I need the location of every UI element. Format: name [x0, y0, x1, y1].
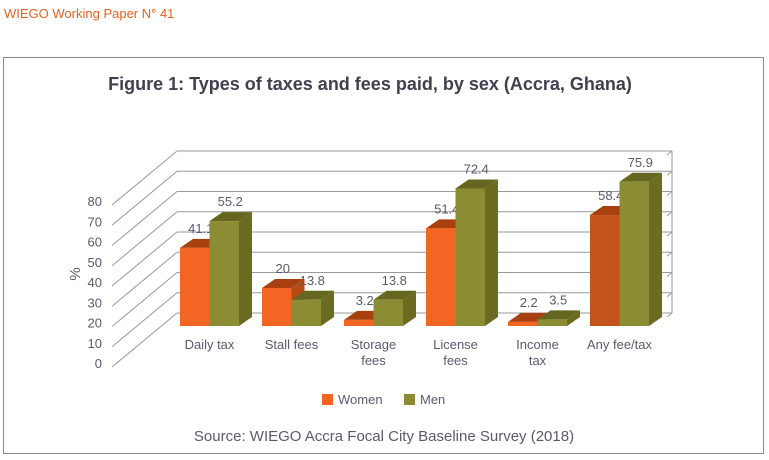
y-tick-label: 70 — [88, 214, 102, 229]
bar-side — [567, 310, 580, 326]
bar-top — [619, 172, 662, 182]
bar-women — [344, 319, 374, 326]
source-note: Source: WIEGO Accra Focal City Baseline … — [194, 428, 574, 445]
tick-mark — [666, 251, 673, 257]
data-label: 13.8 — [300, 273, 325, 288]
side-gridline — [111, 191, 178, 246]
tick-mark — [666, 150, 673, 156]
data-label: 55.2 — [218, 194, 243, 209]
tick-mark — [666, 231, 673, 237]
bar-top — [209, 212, 252, 222]
bar-side — [403, 290, 416, 326]
data-label: 3.2 — [356, 293, 374, 308]
chart-title: Figure 1: Types of taxes and fees paid, … — [108, 74, 632, 94]
x-tick-label: Stall fees — [265, 337, 319, 352]
figure-frame — [3, 57, 764, 454]
y-axis-label: % — [67, 267, 84, 280]
x-tick-label: Storage — [351, 337, 397, 352]
tick-mark — [666, 211, 673, 217]
data-label: 58.4 — [598, 188, 623, 203]
bar-top — [455, 179, 498, 189]
y-tick-label: 30 — [88, 295, 102, 310]
data-label: 72.4 — [464, 161, 489, 176]
tick-mark — [666, 272, 673, 277]
data-label: 3.5 — [549, 292, 567, 307]
data-label: 51.4 — [434, 201, 459, 216]
bar-top — [373, 290, 416, 300]
side-gridline — [111, 251, 178, 307]
bar-men — [291, 299, 321, 326]
bar-women — [180, 247, 210, 326]
tick-mark — [666, 292, 673, 298]
bar-women — [426, 228, 456, 326]
y-tick-label: 10 — [88, 336, 102, 351]
data-label: 20 — [276, 261, 290, 276]
bar-women — [590, 215, 620, 326]
x-tick-label: Income — [516, 337, 559, 352]
data-label: 13.8 — [382, 273, 407, 288]
side-gridline — [111, 231, 178, 287]
bar-women — [508, 321, 538, 326]
y-tick-label: 80 — [88, 194, 102, 209]
y-tick-label: 20 — [88, 316, 102, 331]
bar-men — [455, 188, 485, 326]
side-gridline — [111, 272, 178, 327]
y-tick-label: 40 — [88, 275, 102, 290]
bar-side — [649, 172, 662, 326]
tick-mark — [666, 170, 673, 176]
data-label: 2.2 — [520, 295, 538, 310]
bar-side — [321, 290, 334, 326]
y-tick-label: 60 — [88, 235, 102, 250]
bar-men — [373, 299, 403, 326]
tick-mark — [666, 191, 673, 196]
y-tick-label: 0 — [95, 356, 102, 371]
bar-top — [262, 279, 305, 288]
bar-men — [619, 181, 649, 326]
data-label: 41.1 — [188, 221, 213, 236]
x-tick-label: tax — [529, 353, 547, 368]
x-tick-label: Daily tax — [185, 337, 235, 352]
x-tick-label: License — [433, 337, 478, 352]
bar-top — [291, 290, 334, 300]
y-tick-label: 50 — [88, 255, 102, 270]
side-gridline — [111, 312, 178, 368]
bar-top — [537, 310, 580, 320]
tick-mark — [666, 312, 673, 318]
legend-swatch-men — [404, 394, 415, 405]
side-gridline — [111, 211, 178, 267]
side-gridline — [111, 292, 178, 348]
side-gridline — [111, 170, 178, 226]
data-label: 75.9 — [628, 155, 653, 170]
bar-men — [209, 221, 239, 326]
legend-label: Men — [420, 392, 445, 407]
bar-women — [262, 288, 292, 326]
x-tick-label: Any fee/tax — [587, 337, 653, 352]
legend-swatch-women — [322, 394, 333, 405]
document-header: WIEGO Working Paper N° 41 — [4, 6, 175, 21]
bar-side — [485, 179, 498, 326]
bar-men — [537, 319, 567, 326]
legend-label: Women — [338, 392, 383, 407]
x-tick-label: fees — [361, 353, 386, 368]
side-gridline — [111, 150, 178, 206]
bar-side — [239, 212, 252, 326]
x-tick-label: fees — [443, 353, 468, 368]
